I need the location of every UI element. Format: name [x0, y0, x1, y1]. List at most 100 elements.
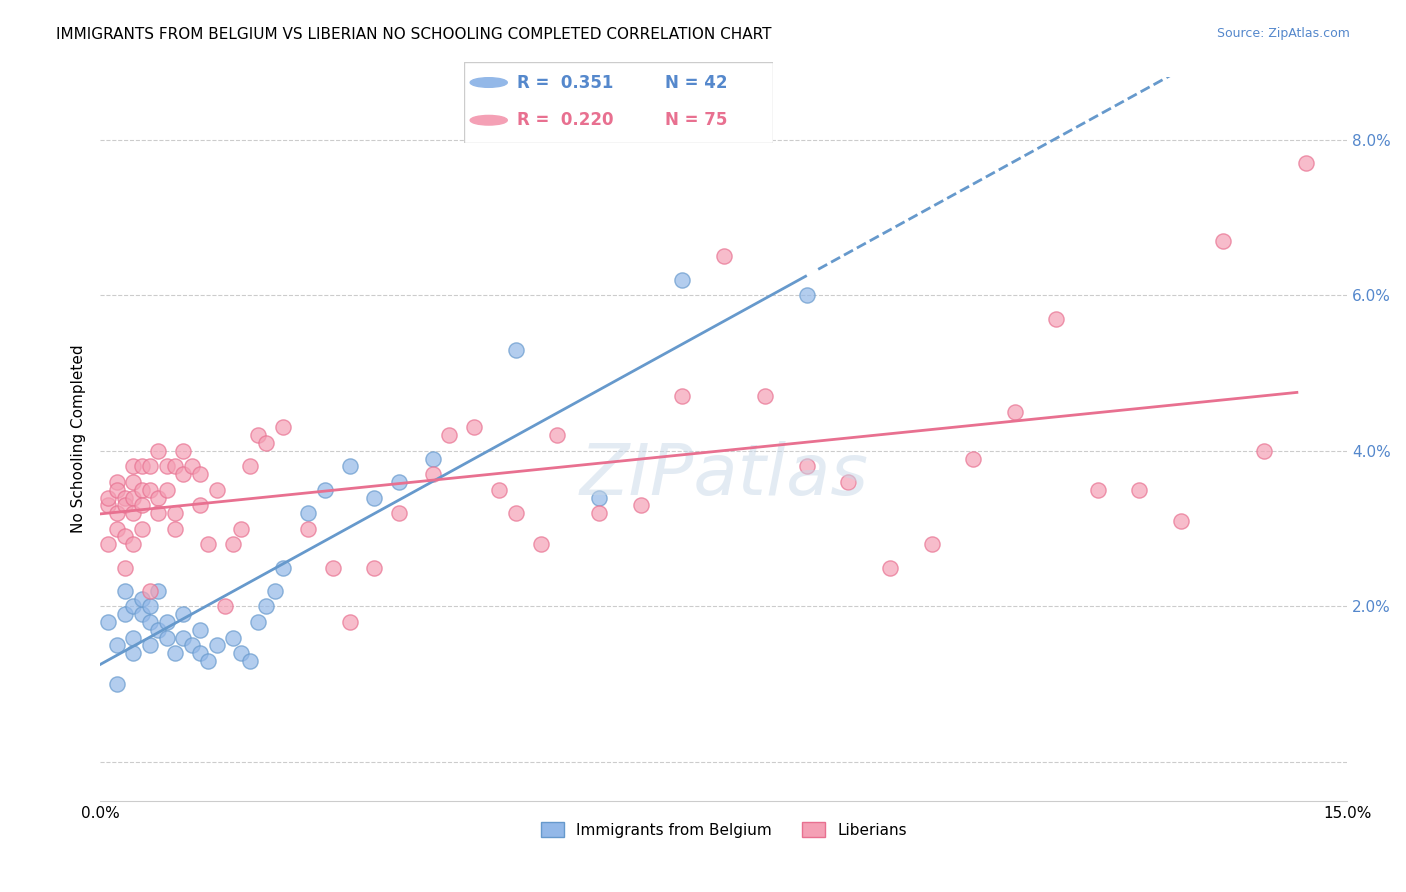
- Point: [148, 506, 170, 520]
- Point: [139, 615, 162, 629]
- Point: [231, 646, 253, 660]
- Point: [163, 459, 186, 474]
- Point: [114, 607, 136, 622]
- Point: [205, 483, 228, 497]
- Point: [1253, 443, 1275, 458]
- Point: [271, 420, 294, 434]
- Text: R =  0.351: R = 0.351: [516, 73, 613, 92]
- Point: [180, 459, 202, 474]
- Text: ZIPatlas: ZIPatlas: [579, 441, 868, 510]
- Point: [131, 498, 153, 512]
- Circle shape: [470, 78, 508, 87]
- Point: [530, 537, 553, 551]
- Point: [488, 483, 510, 497]
- Point: [188, 646, 211, 660]
- Point: [630, 498, 652, 512]
- Point: [1087, 483, 1109, 497]
- Point: [163, 522, 186, 536]
- Point: [422, 451, 444, 466]
- Point: [197, 537, 219, 551]
- Point: [505, 506, 527, 520]
- Point: [247, 615, 270, 629]
- Point: [363, 491, 385, 505]
- Point: [122, 646, 145, 660]
- Point: [1295, 156, 1317, 170]
- Point: [97, 537, 120, 551]
- Point: [139, 583, 162, 598]
- Point: [363, 560, 385, 574]
- Point: [339, 459, 361, 474]
- Point: [796, 459, 818, 474]
- Point: [139, 459, 162, 474]
- Point: [297, 506, 319, 520]
- Point: [1170, 514, 1192, 528]
- Point: [505, 343, 527, 357]
- Point: [131, 522, 153, 536]
- Legend: Immigrants from Belgium, Liberians: Immigrants from Belgium, Liberians: [534, 815, 912, 844]
- Point: [205, 638, 228, 652]
- Point: [163, 506, 186, 520]
- Point: [97, 498, 120, 512]
- Point: [105, 522, 128, 536]
- Point: [131, 483, 153, 497]
- Text: IMMIGRANTS FROM BELGIUM VS LIBERIAN NO SCHOOLING COMPLETED CORRELATION CHART: IMMIGRANTS FROM BELGIUM VS LIBERIAN NO S…: [56, 27, 772, 42]
- Point: [214, 599, 236, 614]
- Point: [180, 638, 202, 652]
- Point: [713, 249, 735, 263]
- Point: [1128, 483, 1150, 497]
- Point: [263, 583, 285, 598]
- Point: [148, 623, 170, 637]
- Point: [114, 560, 136, 574]
- Point: [239, 654, 262, 668]
- Point: [105, 638, 128, 652]
- Point: [156, 631, 179, 645]
- Point: [131, 459, 153, 474]
- Point: [339, 615, 361, 629]
- Point: [139, 638, 162, 652]
- Point: [172, 443, 194, 458]
- Point: [1212, 234, 1234, 248]
- Point: [588, 491, 610, 505]
- Point: [254, 599, 277, 614]
- Point: [156, 459, 179, 474]
- Point: [139, 599, 162, 614]
- Point: [837, 475, 859, 489]
- Point: [114, 583, 136, 598]
- Point: [122, 599, 145, 614]
- Point: [1045, 311, 1067, 326]
- Point: [1004, 405, 1026, 419]
- Point: [105, 475, 128, 489]
- Point: [388, 506, 411, 520]
- Point: [322, 560, 344, 574]
- Point: [114, 529, 136, 543]
- Point: [156, 483, 179, 497]
- Point: [131, 591, 153, 606]
- Point: [122, 491, 145, 505]
- Point: [148, 583, 170, 598]
- Point: [314, 483, 336, 497]
- Point: [97, 491, 120, 505]
- Point: [97, 615, 120, 629]
- Point: [197, 654, 219, 668]
- Point: [172, 467, 194, 482]
- Point: [921, 537, 943, 551]
- Point: [222, 631, 245, 645]
- Point: [122, 537, 145, 551]
- Point: [463, 420, 485, 434]
- Point: [131, 607, 153, 622]
- Point: [754, 389, 776, 403]
- Text: N = 42: N = 42: [665, 73, 727, 92]
- Point: [105, 483, 128, 497]
- Point: [388, 475, 411, 489]
- Y-axis label: No Schooling Completed: No Schooling Completed: [72, 345, 86, 533]
- Point: [247, 428, 270, 442]
- Point: [122, 631, 145, 645]
- Point: [114, 491, 136, 505]
- Point: [546, 428, 568, 442]
- FancyBboxPatch shape: [464, 62, 773, 143]
- Point: [122, 506, 145, 520]
- Point: [422, 467, 444, 482]
- Point: [254, 436, 277, 450]
- Point: [172, 607, 194, 622]
- Point: [188, 623, 211, 637]
